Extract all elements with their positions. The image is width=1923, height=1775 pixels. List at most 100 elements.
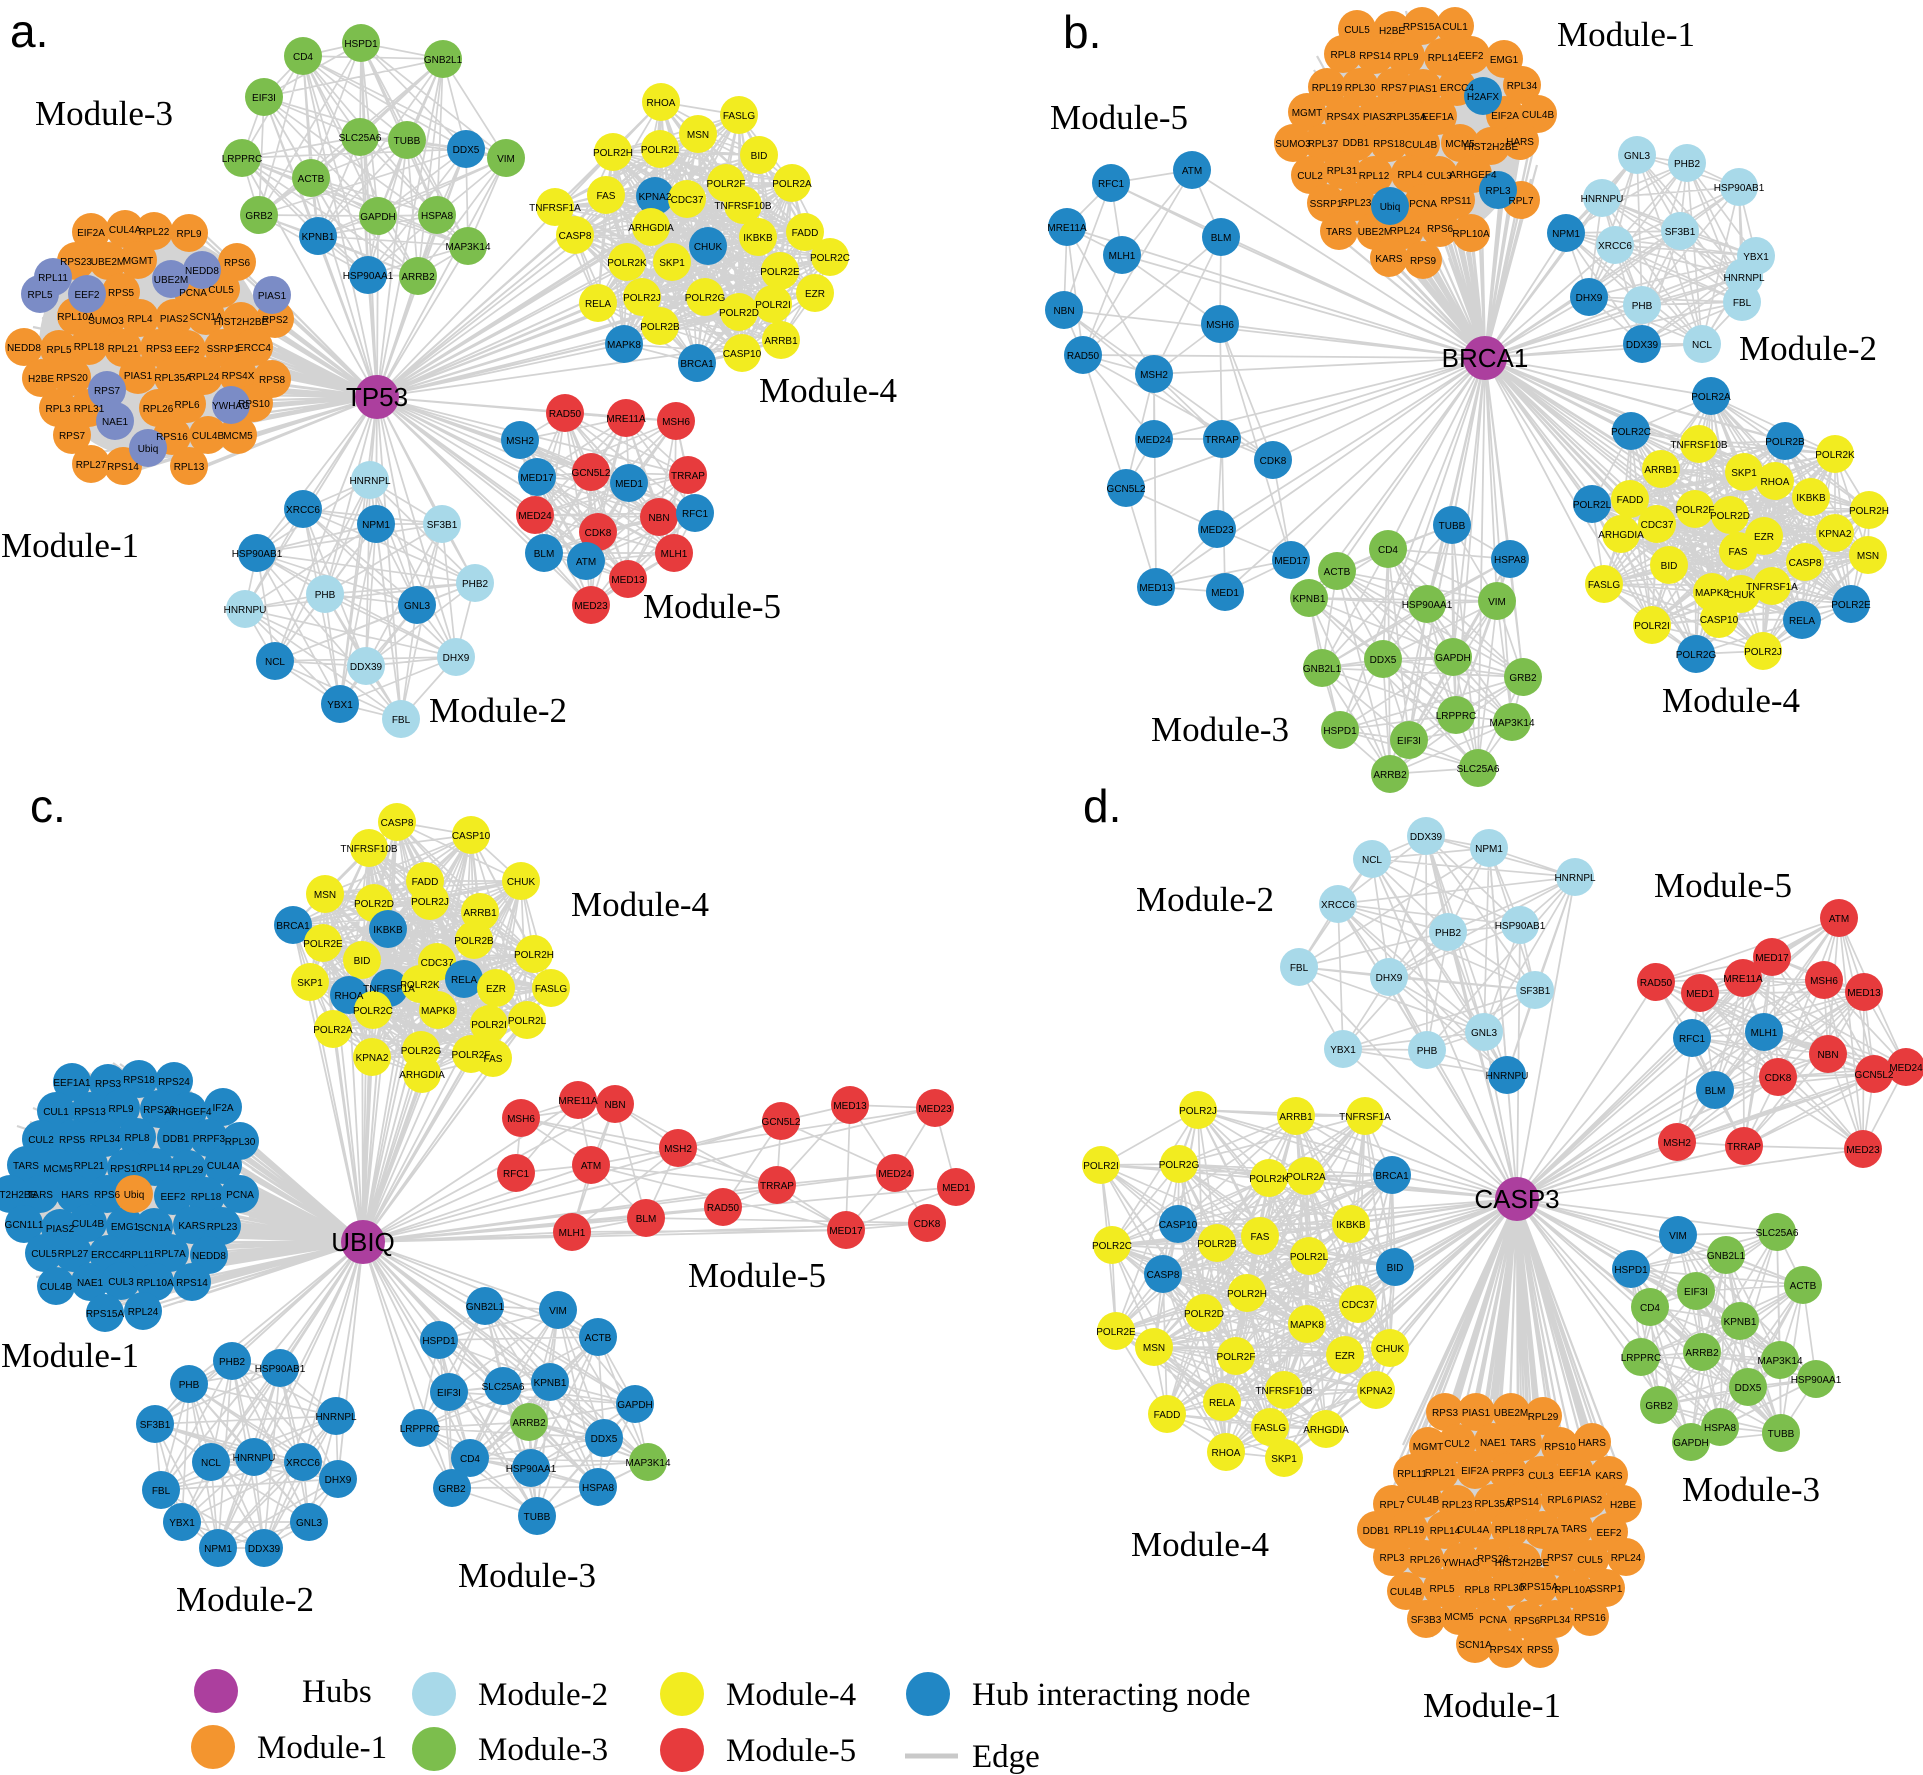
svg-text:RPL14: RPL14 [1428,53,1459,64]
svg-text:ERCC4: ERCC4 [237,343,271,354]
svg-text:LRPPRC: LRPPRC [222,154,263,165]
svg-text:PHB2: PHB2 [1435,928,1462,939]
svg-text:GCN5L2: GCN5L2 [1107,484,1146,495]
svg-text:SF3B1: SF3B1 [427,520,458,531]
svg-text:RPL9: RPL9 [108,1104,133,1115]
svg-text:BLM: BLM [534,549,555,560]
svg-text:HIST2H2BE: HIST2H2BE [1495,1558,1550,1569]
svg-text:CUL5: CUL5 [208,285,234,296]
svg-text:MSN: MSN [1857,551,1879,562]
svg-text:LRPPRC: LRPPRC [1436,711,1477,722]
svg-text:MED23: MED23 [1200,525,1234,536]
svg-text:SUMO3: SUMO3 [88,316,124,327]
svg-text:IKBKB: IKBKB [1796,493,1826,504]
svg-text:RPS7: RPS7 [59,431,86,442]
svg-text:ARRB2: ARRB2 [512,1418,546,1429]
svg-text:RPL34: RPL34 [1507,81,1538,92]
svg-text:RPS6: RPS6 [1514,1616,1541,1627]
svg-text:BLM: BLM [1211,233,1232,244]
svg-text:NPM1: NPM1 [204,1544,232,1555]
svg-text:CASP3: CASP3 [1474,1184,1559,1214]
svg-text:RHOA: RHOA [647,98,676,109]
svg-text:RPL21: RPL21 [74,1161,105,1172]
svg-text:MSN: MSN [687,130,709,141]
svg-text:RPS6: RPS6 [94,1190,121,1201]
svg-text:RPS5: RPS5 [59,1135,86,1146]
svg-text:RHOA: RHOA [335,991,364,1002]
svg-text:FADD: FADD [1154,1410,1181,1421]
svg-text:UBIQ: UBIQ [331,1227,395,1257]
svg-text:RFC1: RFC1 [503,1169,530,1180]
svg-text:CASP8: CASP8 [559,231,592,242]
svg-text:ATM: ATM [1182,166,1202,177]
svg-text:GRB2: GRB2 [438,1484,466,1495]
svg-text:POLR2G: POLR2G [1159,1160,1200,1171]
svg-text:ACTB: ACTB [585,1333,612,1344]
svg-text:DHX9: DHX9 [1576,293,1603,304]
svg-text:KPNB1: KPNB1 [1293,594,1326,605]
svg-text:SLC25A6: SLC25A6 [482,1382,525,1393]
svg-text:RELA: RELA [585,299,611,310]
svg-text:GNL3: GNL3 [1471,1028,1498,1039]
svg-text:RHOA: RHOA [1212,1448,1241,1459]
svg-text:c.: c. [30,780,66,832]
svg-text:CUL2: CUL2 [1297,171,1323,182]
svg-text:CDK8: CDK8 [1765,1073,1792,1084]
svg-text:KPNB1: KPNB1 [302,232,335,243]
svg-text:RPL24: RPL24 [1390,226,1421,237]
svg-text:EZR: EZR [486,984,506,995]
svg-text:SKP1: SKP1 [1271,1454,1297,1465]
svg-text:CUL4A: CUL4A [1457,1525,1490,1536]
svg-text:GNL3: GNL3 [1624,151,1651,162]
svg-text:MCM5: MCM5 [223,431,253,442]
svg-text:MSN: MSN [314,890,336,901]
svg-text:RPS7: RPS7 [1381,83,1408,94]
svg-text:PIAS1: PIAS1 [1462,1408,1491,1419]
svg-text:SF3B3: SF3B3 [1411,1615,1442,1626]
svg-text:RPL18: RPL18 [191,1192,222,1203]
svg-text:CD4: CD4 [460,1454,480,1465]
svg-text:RPL29: RPL29 [173,1165,204,1176]
svg-text:PCNA: PCNA [226,1190,254,1201]
svg-text:GNB2L1: GNB2L1 [1303,664,1342,675]
svg-text:HARS: HARS [1578,1438,1606,1449]
svg-text:HIST2H2BE: HIST2H2BE [214,317,269,328]
svg-text:MSH6: MSH6 [1810,976,1838,987]
svg-text:PIAS1: PIAS1 [1409,84,1438,95]
svg-text:POLR2H: POLR2H [1227,1289,1267,1300]
svg-text:FBL: FBL [152,1486,171,1497]
svg-text:MED17: MED17 [829,1226,863,1237]
svg-text:UBE2M: UBE2M [1358,227,1392,238]
svg-text:FBL: FBL [1733,298,1752,309]
svg-text:RELA: RELA [451,975,477,986]
svg-text:a.: a. [10,5,48,57]
svg-text:PCNA: PCNA [1409,199,1437,210]
svg-text:Module-3: Module-3 [458,1556,596,1595]
svg-text:CASP10: CASP10 [1159,1220,1198,1231]
svg-text:TNFRSF1A: TNFRSF1A [1339,1112,1391,1123]
svg-text:POLR2C: POLR2C [353,1006,393,1017]
svg-text:GNB2L1: GNB2L1 [424,55,463,66]
svg-text:HNRNPU: HNRNPU [1486,1071,1529,1082]
svg-text:RPL30: RPL30 [1494,1583,1525,1594]
svg-text:EZR: EZR [805,289,825,300]
svg-text:Module-2: Module-2 [429,691,567,730]
svg-text:FAS: FAS [1729,547,1748,558]
svg-text:MED17: MED17 [1274,556,1308,567]
svg-text:SLC25A6: SLC25A6 [1457,764,1500,775]
svg-text:RPL11: RPL11 [38,273,68,284]
svg-text:BRCA1: BRCA1 [1442,343,1529,373]
svg-text:CDK8: CDK8 [585,528,612,539]
svg-text:CUL1: CUL1 [43,1107,69,1118]
svg-text:POLR2A: POLR2A [1691,392,1731,403]
svg-text:GAPDH: GAPDH [360,212,396,223]
svg-text:RPL24: RPL24 [189,372,220,383]
svg-text:POLR2E: POLR2E [1096,1327,1136,1338]
svg-text:MSH2: MSH2 [506,436,534,447]
svg-text:HNRNPU: HNRNPU [224,605,267,616]
svg-text:MED24: MED24 [878,1169,912,1180]
svg-text:RAD50: RAD50 [1067,351,1100,362]
svg-text:RHOA: RHOA [1761,477,1790,488]
svg-text:NBN: NBN [1053,306,1074,317]
svg-text:Edge: Edge [972,1739,1040,1775]
